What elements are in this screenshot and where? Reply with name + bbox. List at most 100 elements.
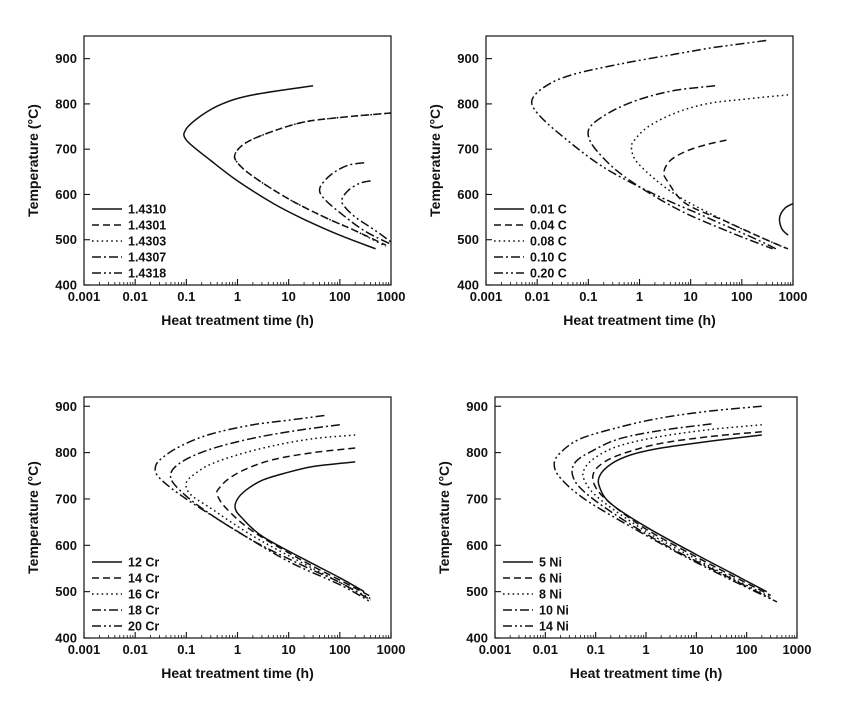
legend-label: 14 Ni bbox=[539, 620, 569, 634]
y-tick-label: 800 bbox=[55, 96, 77, 111]
legend-label: 10 Ni bbox=[539, 604, 569, 618]
series-line-8-ni bbox=[582, 424, 772, 598]
x-tick-label: 0.1 bbox=[177, 289, 195, 304]
y-tick-label: 400 bbox=[55, 631, 77, 646]
series-line-1-4307 bbox=[318, 162, 391, 245]
y-axis-title: Temperature (°C) bbox=[436, 461, 452, 574]
legend-label: 5 Ni bbox=[539, 556, 562, 570]
chart-panel-2: 0.001 0.01 0.1 1 10 100 1000 400 500 600 700 800 900… bbox=[427, 35, 808, 328]
series-line-14-cr bbox=[216, 447, 371, 597]
series-line-0-10-c bbox=[587, 85, 773, 250]
x-tick-label: 100 bbox=[329, 289, 351, 304]
x-tick-label: 0.001 bbox=[470, 289, 503, 304]
y-tick-label: 400 bbox=[55, 278, 77, 293]
series-line-0-08-c bbox=[630, 94, 789, 249]
legend-label: 1.4318 bbox=[128, 267, 166, 281]
legend-label: 6 Ni bbox=[539, 572, 562, 586]
y-tick-label: 600 bbox=[457, 187, 479, 202]
legend-label: 0.04 C bbox=[530, 219, 567, 233]
x-axis-title: Heat treatment time (h) bbox=[161, 665, 313, 681]
series-line-18-cr bbox=[169, 424, 371, 601]
x-tick-label: 0.1 bbox=[587, 642, 605, 657]
x-tick-label: 10 bbox=[683, 289, 697, 304]
legend-label: 0.20 C bbox=[530, 267, 567, 281]
y-tick-label: 900 bbox=[466, 399, 488, 414]
x-tick-label: 0.01 bbox=[123, 642, 148, 657]
x-tick-label: 1000 bbox=[783, 642, 812, 657]
y-tick-label: 600 bbox=[466, 538, 488, 553]
x-tick-label: 0.01 bbox=[123, 289, 148, 304]
x-axis-title: Heat treatment time (h) bbox=[563, 312, 715, 328]
chart-panel-1: 0.001 0.01 0.1 1 10 100 1000 400 500 600 700 800 900… bbox=[25, 35, 406, 328]
x-axis-title: Heat treatment time (h) bbox=[570, 665, 722, 681]
chart-panel-4: 0.001 0.01 0.1 1 10 100 1000 400 500 600 700 800 900… bbox=[436, 396, 812, 681]
y-tick-label: 800 bbox=[457, 96, 479, 111]
x-tick-label: 1000 bbox=[377, 289, 406, 304]
y-tick-label: 500 bbox=[466, 584, 488, 599]
series-line-6-ni bbox=[591, 431, 772, 597]
y-axis-title: Temperature (°C) bbox=[25, 461, 41, 574]
series-line-5-ni bbox=[597, 434, 768, 593]
y-tick-label: 800 bbox=[466, 445, 488, 460]
x-tick-label: 100 bbox=[736, 642, 758, 657]
legend-label: 14 Cr bbox=[128, 572, 159, 586]
legend-label: 20 Cr bbox=[128, 620, 159, 634]
y-tick-label: 800 bbox=[55, 445, 77, 460]
x-tick-label: 10 bbox=[281, 289, 295, 304]
y-tick-label: 400 bbox=[457, 278, 479, 293]
plot-frame bbox=[494, 396, 798, 639]
legend-label: 0.01 C bbox=[530, 203, 567, 217]
legend-label: 18 Cr bbox=[128, 604, 159, 618]
y-tick-label: 900 bbox=[457, 51, 479, 66]
series-line-0-01-c bbox=[778, 202, 793, 236]
y-tick-label: 700 bbox=[466, 491, 488, 506]
chart-panel-3: 0.001 0.01 0.1 1 10 100 1000 400 500 600 700 800 900… bbox=[25, 396, 406, 681]
y-tick-label: 700 bbox=[55, 491, 77, 506]
y-tick-label: 400 bbox=[466, 631, 488, 646]
y-tick-label: 600 bbox=[55, 538, 77, 553]
x-tick-label: 1000 bbox=[779, 289, 808, 304]
x-tick-label: 0.001 bbox=[68, 642, 101, 657]
y-axis-title: Temperature (°C) bbox=[427, 104, 443, 217]
y-tick-label: 500 bbox=[457, 232, 479, 247]
legend-label: 1.4301 bbox=[128, 219, 166, 233]
x-axis-title: Heat treatment time (h) bbox=[161, 312, 313, 328]
series-line-20-cr bbox=[154, 414, 371, 603]
y-tick-label: 600 bbox=[55, 187, 77, 202]
legend: 0.01 C 0.04 C 0.08 C 0.10 C 0.20 C bbox=[494, 203, 567, 281]
legend-label: 0.10 C bbox=[530, 251, 567, 265]
x-tick-label: 1 bbox=[642, 642, 649, 657]
y-tick-label: 700 bbox=[457, 142, 479, 157]
x-tick-label: 1 bbox=[234, 289, 241, 304]
x-tick-label: 0.01 bbox=[533, 642, 558, 657]
y-tick-label: 700 bbox=[55, 142, 77, 157]
x-tick-label: 1000 bbox=[377, 642, 406, 657]
x-tick-label: 100 bbox=[329, 642, 351, 657]
x-tick-label: 0.01 bbox=[525, 289, 550, 304]
legend-label: 1.4307 bbox=[128, 251, 166, 265]
legend: 5 Ni 6 Ni 8 Ni 10 Ni 14 Ni bbox=[503, 556, 569, 634]
x-tick-label: 1 bbox=[636, 289, 643, 304]
x-tick-label: 10 bbox=[689, 642, 703, 657]
x-tick-label: 1 bbox=[234, 642, 241, 657]
legend-label: 1.4310 bbox=[128, 203, 166, 217]
x-tick-label: 0.001 bbox=[479, 642, 512, 657]
legend-label: 8 Ni bbox=[539, 588, 562, 602]
x-tick-label: 100 bbox=[731, 289, 753, 304]
x-tick-label: 10 bbox=[281, 642, 295, 657]
y-tick-label: 500 bbox=[55, 232, 77, 247]
series-line-1-4318 bbox=[340, 180, 391, 243]
plot-frame bbox=[83, 396, 392, 639]
series-line-14-ni bbox=[553, 405, 778, 603]
series-line-0-04-c bbox=[662, 139, 789, 250]
y-tick-label: 900 bbox=[55, 51, 77, 66]
series-line-12-cr bbox=[234, 461, 365, 593]
y-tick-label: 900 bbox=[55, 399, 77, 414]
legend: 1.4310 1.4301 1.4303 1.4307 1.4318 bbox=[92, 203, 166, 281]
legend-label: 0.08 C bbox=[530, 235, 567, 249]
x-tick-label: 0.1 bbox=[177, 642, 195, 657]
legend: 12 Cr 14 Cr 16 Cr 18 Cr 20 Cr bbox=[92, 556, 159, 634]
x-tick-label: 0.1 bbox=[579, 289, 597, 304]
series-line-10-ni bbox=[571, 423, 772, 600]
